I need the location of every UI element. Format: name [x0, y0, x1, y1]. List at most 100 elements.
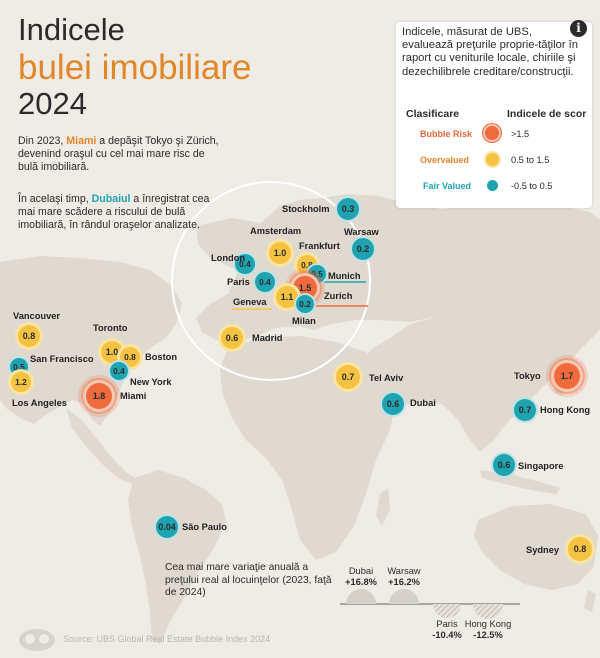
intro-p1-text: Din 2023, — [18, 135, 67, 147]
intro-p2-text: În acelaşi timp, — [18, 193, 92, 205]
south-america-landmass — [128, 470, 226, 644]
central-america-landmass — [66, 408, 136, 484]
city-label-tokyo: Tokyo — [514, 371, 541, 381]
city-marker-hong-kong[interactable]: 0.7 — [514, 399, 536, 421]
city-label-paris: Paris — [227, 277, 250, 287]
city-marker-tokyo[interactable]: 1.7 — [554, 363, 580, 389]
dubai-change-semicircle — [346, 589, 376, 604]
city-marker-amsterdam[interactable]: 1.0 — [269, 242, 291, 264]
city-label-zurich: Zurich — [324, 291, 353, 301]
city-marker-toronto[interactable]: 1.0 — [101, 341, 123, 363]
intro-p1-text-end: a depăşit Tokyo şi Zürich, devenind oraş… — [18, 135, 219, 173]
city-marker-new-york[interactable]: 0.4 — [110, 362, 128, 380]
info-description: Indicele, măsurat de UBS, evaluează preţ… — [402, 26, 578, 78]
city-marker-s-o-paulo[interactable]: 0.04 — [156, 516, 178, 538]
north-america-landmass — [0, 256, 182, 426]
legend-dot-overvalued — [486, 153, 499, 166]
city-label-boston: Boston — [145, 352, 178, 362]
city-marker-tel-aviv[interactable]: 0.7 — [336, 365, 360, 389]
uk-landmass — [246, 226, 266, 262]
city-marker-geneva[interactable]: 1.1 — [276, 286, 298, 308]
city-marker-madrid[interactable]: 0.6 — [221, 327, 243, 349]
city-marker-stockholm[interactable]: 0.3 — [337, 198, 359, 220]
price-change-warsaw: Warsaw +16.2% — [378, 566, 430, 588]
city-marker-london[interactable]: 0.4 — [235, 254, 255, 274]
legend-dot-fair-valued — [487, 180, 498, 191]
city-label-munich: Munich — [328, 271, 361, 281]
city-label-new-york: New York — [130, 377, 172, 387]
city-marker-dubai[interactable]: 0.6 — [382, 393, 404, 415]
city-label-dubai: Dubai — [410, 398, 436, 408]
paris-change-semicircle — [433, 604, 461, 618]
page-title-line3: 2024 — [18, 86, 87, 121]
legend-label-fair-valued: Fair Valued — [423, 181, 472, 191]
price-change-chart — [340, 589, 520, 605]
city-label-toronto: Toronto — [93, 323, 128, 333]
city-marker-milan[interactable]: 0.2 — [296, 295, 314, 313]
price-change-city-name: Hong Kong — [464, 619, 512, 629]
dubai-highlight: Dubaiul — [91, 193, 131, 205]
city-marker-paris[interactable]: 0.4 — [255, 272, 275, 292]
city-label-miami: Miami — [120, 391, 147, 401]
price-change-value: -10.4% — [432, 630, 462, 640]
city-marker-singapore[interactable]: 0.6 — [493, 454, 515, 476]
city-label-milan: Milan — [292, 316, 316, 326]
city-label-amsterdam: Amsterdam — [250, 226, 302, 236]
price-change-value: -12.5% — [473, 630, 503, 640]
city-label-tel-aviv: Tel Aviv — [369, 373, 404, 383]
australia-landmass — [474, 504, 598, 590]
europe-landmass — [196, 194, 470, 342]
city-label-geneva: Geneva — [233, 297, 267, 307]
city-marker-san-francisco[interactable]: 0.5 — [10, 358, 28, 376]
city-marker-miami[interactable]: 1.8 — [86, 383, 112, 409]
city-label-stockholm: Stockholm — [282, 204, 330, 214]
source-note: Source: UBS Global Real Estate Bubble In… — [63, 634, 271, 644]
warsaw-change-semicircle — [389, 589, 419, 604]
info-icon[interactable]: i — [570, 20, 587, 37]
info-legend-box: Indicele, măsurat de UBS, evaluează preţ… — [396, 22, 592, 208]
miami-highlight: Miami — [66, 135, 97, 147]
price-change-city-name: Warsaw — [387, 566, 421, 576]
intro-paragraph-miami: Din 2023, Miami a depăşit Tokyo şi Züric… — [18, 135, 223, 174]
city-label-madrid: Madrid — [252, 333, 283, 343]
legend-header-classification: Clasificare — [406, 108, 460, 120]
intro-paragraph-dubai: În acelaşi timp, Dubaiul a înregistrat c… — [18, 193, 223, 232]
legend-range-overvalued: 0.5 to 1.5 — [511, 155, 550, 165]
city-marker-sydney[interactable]: 0.8 — [568, 537, 592, 561]
city-label-hong-kong: Hong Kong — [540, 405, 591, 415]
price-change-hong-kong: Hong Kong -12.5% — [462, 619, 514, 641]
madagascar-landmass — [376, 488, 390, 526]
legend-label-overvalued: Overvalued — [420, 155, 470, 165]
price-change-title: Cea mai mare variaţie anuală a preţului … — [165, 562, 332, 598]
price-change-paris: Paris -10.4% — [421, 619, 473, 641]
city-marker-boston[interactable]: 0.8 — [120, 347, 140, 367]
legend-range-bubble-risk: >1.5 — [511, 129, 530, 139]
city-marker-vancouver[interactable]: 0.8 — [18, 325, 40, 347]
city-label-los-angeles: Los Angeles — [12, 398, 67, 408]
brand-logo — [19, 629, 55, 651]
city-label-london: London — [211, 253, 246, 263]
city-label-warsaw: Warsaw — [344, 227, 379, 237]
intro-p2-text-end: a înregistrat cea mai mare scădere a ris… — [18, 193, 210, 231]
city-marker-los-angeles[interactable]: 1.2 — [11, 372, 31, 392]
city-label-s-o-paulo: São Paulo — [182, 522, 227, 532]
city-label-san-francisco: San Francisco — [30, 354, 94, 364]
price-change-city-name: Paris — [436, 619, 458, 629]
city-label-singapore: Singapore — [518, 461, 564, 471]
city-marker-warsaw[interactable]: 0.2 — [352, 238, 374, 260]
legend-range-fair-valued: -0.5 to 0.5 — [511, 181, 553, 191]
asia-landmass — [362, 200, 600, 452]
price-change-value: +16.8% — [345, 577, 377, 587]
price-change-dubai: Dubai +16.8% — [335, 566, 387, 588]
legend-header-score: Indicele de scor — [507, 108, 587, 120]
city-label-frankfurt: Frankfurt — [299, 241, 340, 251]
new-zealand-landmass — [584, 590, 596, 612]
legend-dot-bubble-risk — [485, 126, 499, 140]
page-title-line1: Indicele — [18, 12, 125, 47]
city-label-sydney: Sydney — [526, 545, 560, 555]
page-title-line2: bulei imobiliare — [18, 48, 252, 87]
africa-landmass — [220, 336, 396, 560]
price-change-value: +16.2% — [388, 577, 420, 587]
